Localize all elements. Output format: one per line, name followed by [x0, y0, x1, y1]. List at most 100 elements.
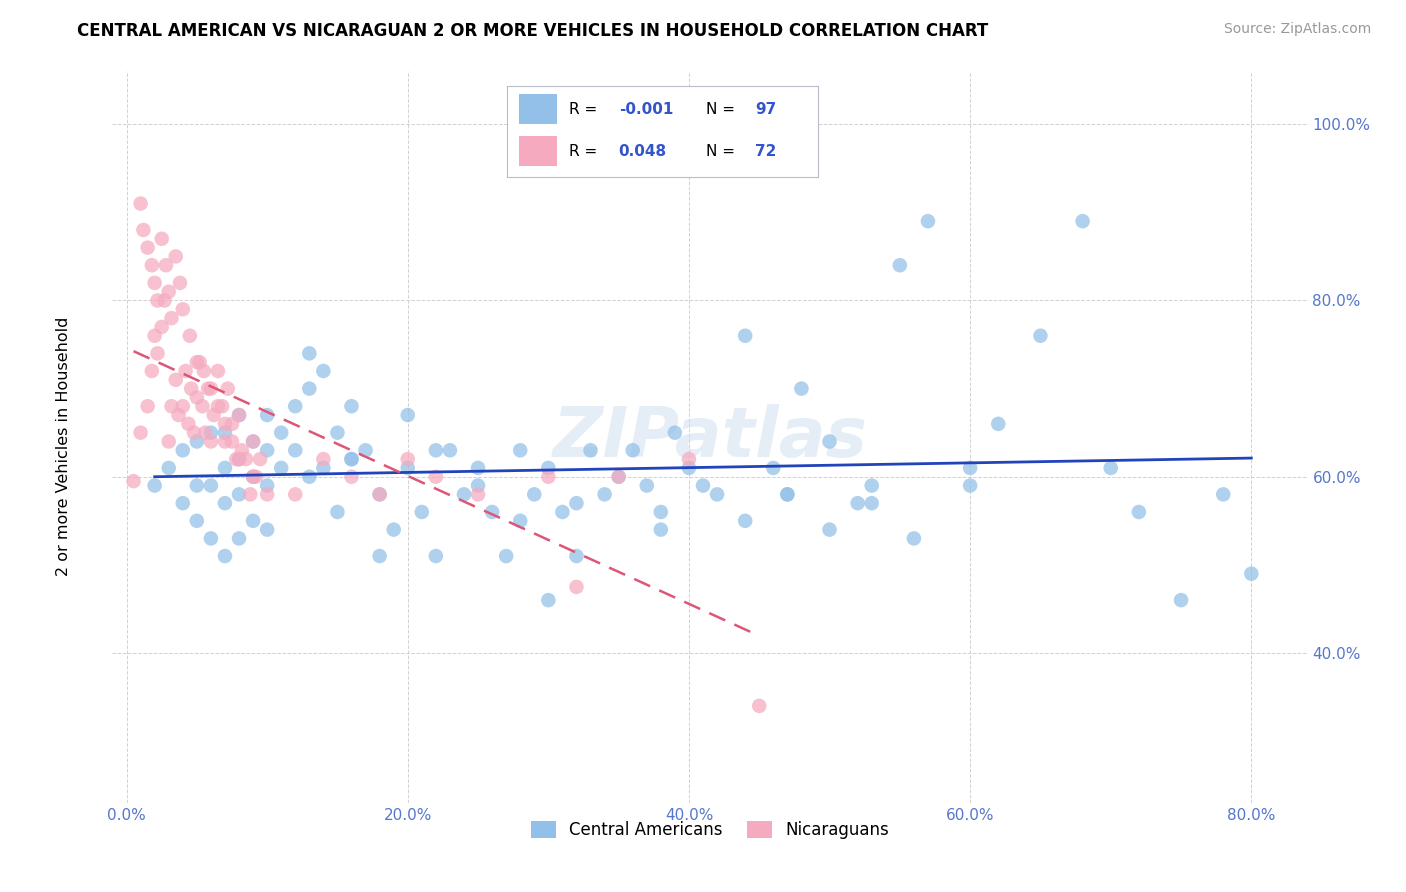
- Point: [453, 487, 475, 501]
- Point: [143, 276, 166, 290]
- Point: [249, 452, 271, 467]
- Point: [200, 478, 222, 492]
- Point: [467, 478, 489, 492]
- Point: [537, 461, 560, 475]
- Point: [748, 698, 770, 713]
- Point: [425, 469, 447, 483]
- Point: [917, 214, 939, 228]
- Point: [217, 382, 239, 396]
- Point: [197, 382, 219, 396]
- Point: [354, 443, 377, 458]
- Point: [160, 399, 183, 413]
- Point: [136, 241, 159, 255]
- Point: [242, 434, 264, 449]
- Point: [579, 443, 602, 458]
- Point: [312, 364, 335, 378]
- Point: [790, 382, 813, 396]
- Point: [734, 514, 756, 528]
- Point: [439, 443, 461, 458]
- Point: [141, 364, 163, 378]
- Point: [143, 478, 166, 492]
- Point: [228, 487, 250, 501]
- Point: [636, 478, 658, 492]
- Point: [467, 487, 489, 501]
- Legend: Central Americans, Nicaraguans: Central Americans, Nicaraguans: [524, 814, 896, 846]
- Point: [326, 505, 349, 519]
- Text: ZIPatlas: ZIPatlas: [553, 403, 868, 471]
- Point: [312, 461, 335, 475]
- Point: [172, 399, 194, 413]
- Point: [221, 417, 243, 431]
- Text: CENTRAL AMERICAN VS NICARAGUAN 2 OR MORE VEHICLES IN HOUSEHOLD CORRELATION CHART: CENTRAL AMERICAN VS NICARAGUAN 2 OR MORE…: [77, 22, 988, 40]
- Point: [165, 373, 187, 387]
- Point: [228, 452, 250, 467]
- Point: [678, 452, 700, 467]
- Point: [188, 355, 211, 369]
- Point: [565, 496, 588, 510]
- Point: [382, 523, 405, 537]
- Point: [186, 355, 208, 369]
- Point: [214, 549, 236, 563]
- Point: [959, 461, 981, 475]
- Point: [193, 364, 215, 378]
- Point: [186, 391, 208, 405]
- Point: [762, 461, 785, 475]
- Point: [172, 496, 194, 510]
- Point: [706, 487, 728, 501]
- Point: [214, 496, 236, 510]
- Point: [551, 505, 574, 519]
- Point: [207, 399, 229, 413]
- Point: [593, 487, 616, 501]
- Point: [146, 293, 169, 308]
- Point: [150, 320, 173, 334]
- Point: [425, 443, 447, 458]
- Point: [776, 487, 799, 501]
- Point: [678, 461, 700, 475]
- Point: [211, 399, 233, 413]
- Point: [425, 549, 447, 563]
- Point: [214, 425, 236, 440]
- Point: [846, 496, 869, 510]
- Point: [565, 580, 588, 594]
- Point: [1240, 566, 1263, 581]
- Point: [565, 549, 588, 563]
- Point: [1029, 328, 1052, 343]
- Point: [523, 487, 546, 501]
- Point: [776, 487, 799, 501]
- Point: [141, 258, 163, 272]
- Point: [903, 532, 925, 546]
- Point: [122, 474, 145, 488]
- Point: [256, 408, 278, 422]
- Point: [692, 478, 714, 492]
- Point: [1170, 593, 1192, 607]
- Point: [157, 461, 180, 475]
- Point: [242, 434, 264, 449]
- Point: [167, 408, 190, 422]
- Point: [860, 496, 883, 510]
- Point: [157, 285, 180, 299]
- Text: Source: ZipAtlas.com: Source: ZipAtlas.com: [1223, 22, 1371, 37]
- Point: [537, 469, 560, 483]
- Point: [200, 532, 222, 546]
- Point: [146, 346, 169, 360]
- Point: [298, 382, 321, 396]
- Point: [1212, 487, 1234, 501]
- Point: [481, 505, 503, 519]
- Point: [860, 478, 883, 492]
- Point: [396, 408, 419, 422]
- Point: [495, 549, 517, 563]
- Point: [155, 258, 177, 272]
- Point: [284, 487, 307, 501]
- Point: [607, 469, 630, 483]
- Point: [340, 469, 363, 483]
- Point: [235, 452, 257, 467]
- Point: [200, 434, 222, 449]
- Point: [509, 514, 531, 528]
- Point: [245, 469, 267, 483]
- Point: [284, 399, 307, 413]
- Point: [340, 452, 363, 467]
- Point: [214, 461, 236, 475]
- Point: [889, 258, 911, 272]
- Point: [231, 443, 253, 458]
- Point: [214, 417, 236, 431]
